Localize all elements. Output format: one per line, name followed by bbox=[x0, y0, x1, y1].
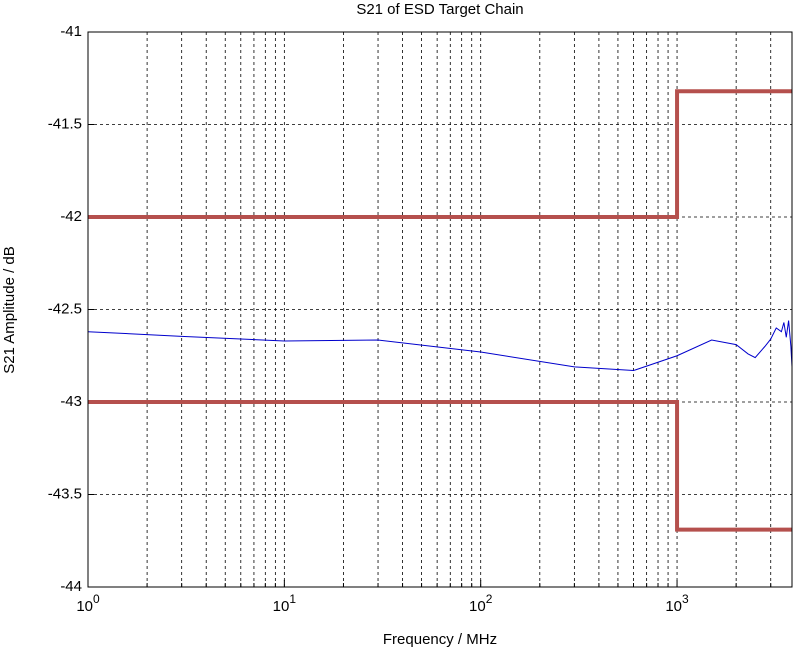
series-line bbox=[88, 400, 792, 532]
series-line bbox=[87, 320, 793, 372]
y-tick-label: -42.5 bbox=[48, 300, 82, 317]
y-tick-label: -41.5 bbox=[48, 115, 82, 132]
x-tick-label: 101 bbox=[273, 592, 297, 615]
y-tick-label: -44 bbox=[60, 578, 82, 595]
x-tick-label: 102 bbox=[469, 592, 493, 615]
y-tick-label: -42 bbox=[60, 208, 82, 225]
y-axis-label: S21 Amplitude / dB bbox=[1, 246, 18, 374]
chart-title: S21 of ESD Target Chain bbox=[356, 1, 523, 18]
x-tick-label: 103 bbox=[665, 592, 689, 615]
x-axis-label: Frequency / MHz bbox=[383, 631, 497, 648]
x-tick-label: 100 bbox=[76, 592, 100, 615]
y-tick-label: -41 bbox=[60, 23, 82, 40]
series-line bbox=[88, 89, 792, 219]
y-tick-label: -43.5 bbox=[48, 485, 82, 502]
plot-frame bbox=[87, 31, 793, 588]
y-tick-label: -43 bbox=[60, 393, 82, 410]
